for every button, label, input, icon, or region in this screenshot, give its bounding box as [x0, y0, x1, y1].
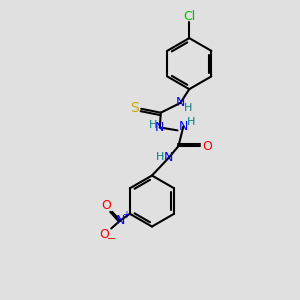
Text: H: H	[184, 103, 193, 113]
Text: O: O	[99, 228, 109, 241]
Text: H: H	[149, 121, 157, 130]
Text: H: H	[187, 116, 195, 127]
Text: +: +	[122, 210, 130, 220]
Text: H: H	[156, 152, 164, 162]
Text: N: N	[116, 214, 125, 227]
Text: O: O	[101, 200, 111, 212]
Text: O: O	[202, 140, 212, 153]
Text: −: −	[106, 234, 116, 244]
Text: N: N	[164, 152, 173, 164]
Text: N: N	[179, 120, 188, 133]
Text: S: S	[130, 101, 139, 115]
Text: N: N	[155, 121, 164, 134]
Text: N: N	[176, 96, 185, 110]
Text: Cl: Cl	[183, 10, 195, 23]
